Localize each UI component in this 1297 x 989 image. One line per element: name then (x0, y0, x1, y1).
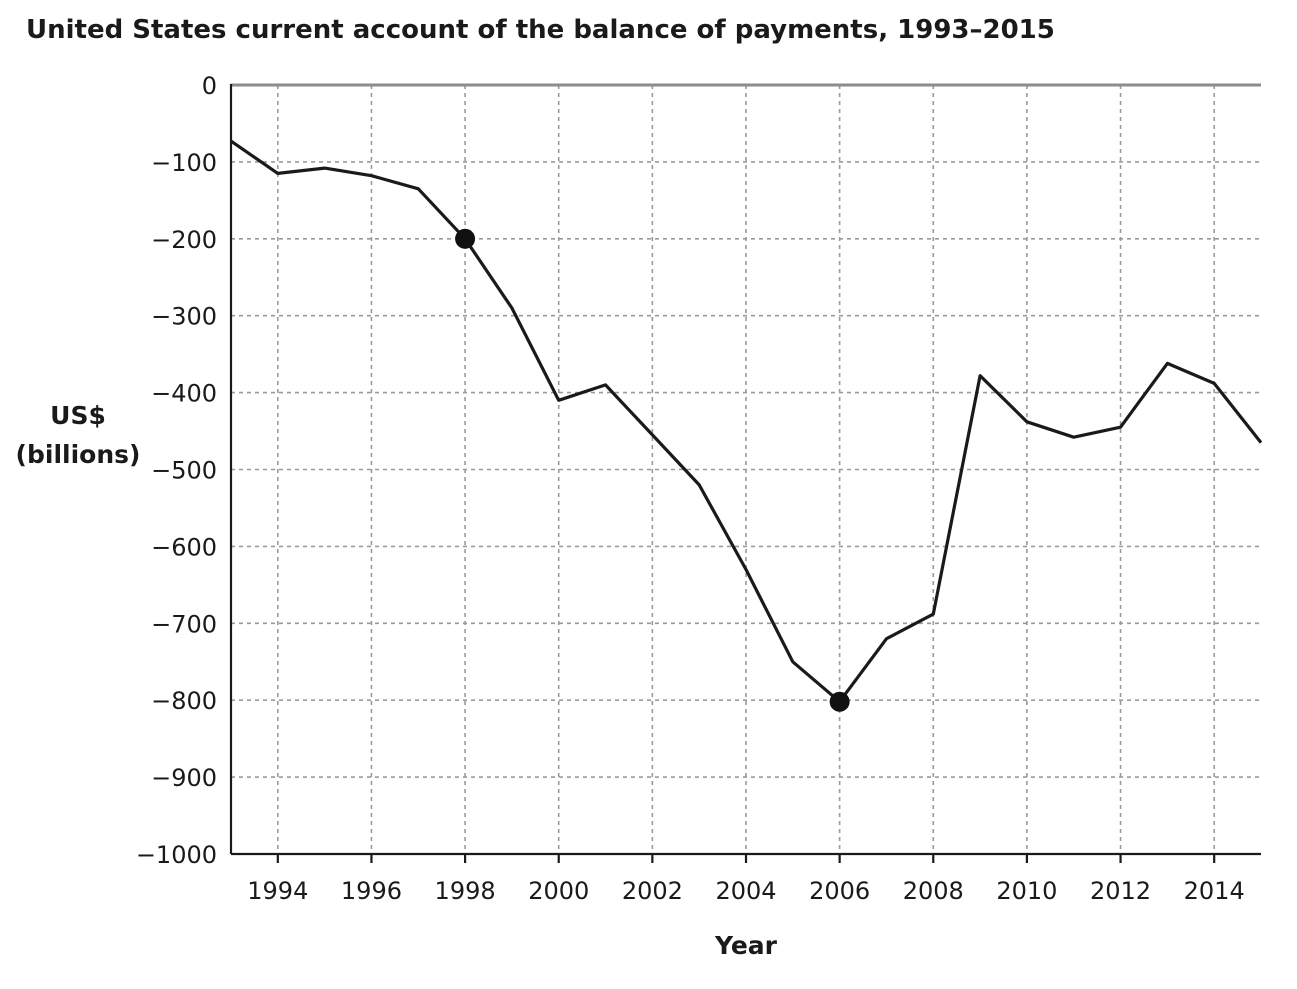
x-tick-label-1994: 1994 (247, 877, 308, 905)
axes (229, 83, 1261, 863)
y-tick-label--500: −500 (151, 457, 217, 485)
y-axis-label-line-1: US$ (50, 401, 106, 430)
chart-title: United States current account of the bal… (26, 15, 1055, 45)
y-axis-label-line-2: (billions) (16, 440, 141, 469)
x-tick-label-2012: 2012 (1090, 877, 1151, 905)
y-tick-label--1000: −1000 (136, 841, 217, 869)
y-tick-label--700: −700 (151, 610, 217, 638)
highlight-markers (455, 228, 850, 712)
highlight-point-2006 (829, 691, 850, 712)
x-tick-labels: 1994 1996 1998 2000 2002 2004 2006 2008 2010 2012… (247, 877, 1244, 905)
y-tick-label--300: −300 (151, 303, 217, 331)
highlight-point-1998 (455, 228, 476, 249)
x-tick-label-2014: 2014 (1184, 877, 1245, 905)
x-tick-label-2004: 2004 (715, 877, 776, 905)
y-tick-label--900: −900 (151, 764, 217, 792)
grid-lines (231, 85, 1261, 854)
x-tick-label-1996: 1996 (341, 877, 402, 905)
y-tick-label-0: 0 (202, 72, 217, 100)
x-tick-label-2000: 2000 (528, 877, 589, 905)
series-layer (230, 139, 1263, 704)
y-tick-labels: 0 −100 −200 −300 −400 −500 −600 −700 −800 −900 −10… (136, 72, 217, 869)
y-tick-label--200: −200 (151, 226, 217, 254)
x-tick-label-2010: 2010 (996, 877, 1057, 905)
y-tick-label--600: −600 (151, 533, 217, 561)
y-tick-label--800: −800 (151, 687, 217, 715)
x-tick-label-2002: 2002 (622, 877, 683, 905)
y-tick-label--400: −400 (151, 380, 217, 408)
y-tick-label--100: −100 (151, 149, 217, 177)
x-axis-label: Year (714, 931, 778, 960)
x-tick-label-2008: 2008 (903, 877, 964, 905)
x-tick-label-2006: 2006 (809, 877, 870, 905)
series-line-0 (230, 139, 1263, 704)
x-tick-label-1998: 1998 (435, 877, 496, 905)
